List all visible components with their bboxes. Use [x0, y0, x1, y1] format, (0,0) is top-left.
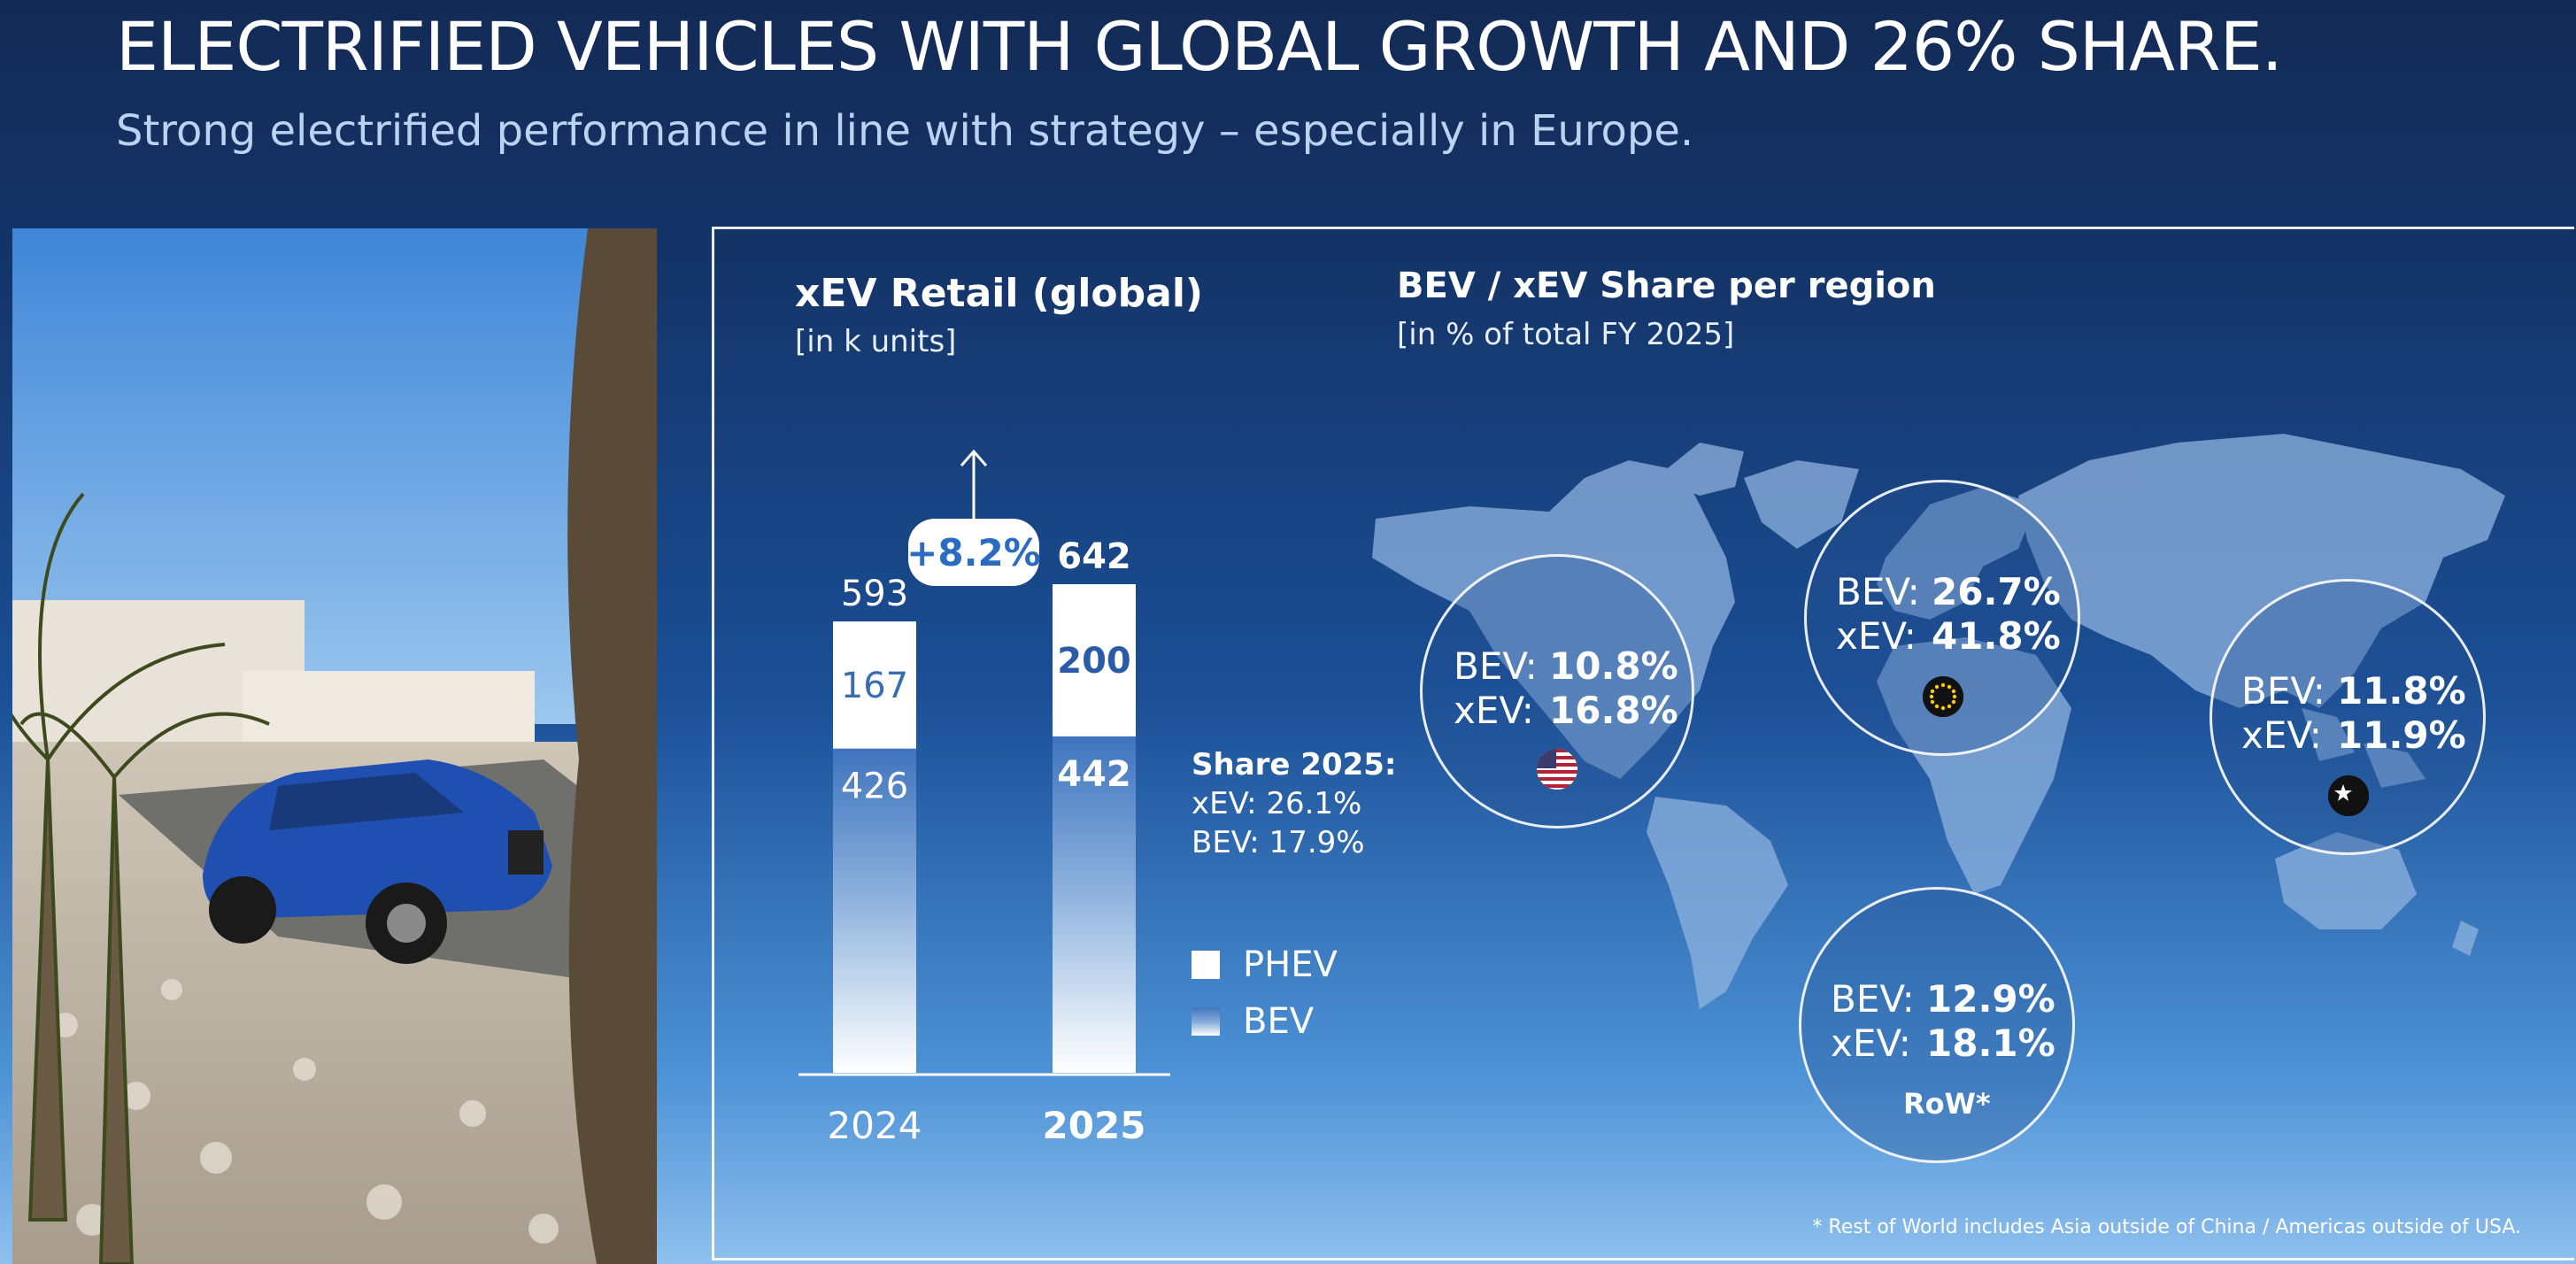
page-title: ELECTRIFIED VEHICLES WITH GLOBAL GROWTH …	[116, 7, 2283, 86]
row-region-label: RoW*	[1903, 1087, 1991, 1121]
europe-bev-value: 26.7%	[1932, 570, 2061, 613]
x-tick-2025: 2025	[1043, 1104, 1146, 1147]
region-europe-values: BEV: 26.7% xEV: 41.8%	[1836, 570, 2061, 659]
label-phev-2025: 200	[1057, 641, 1131, 682]
label-phev-2024: 167	[841, 666, 908, 706]
region-bubble-row	[1799, 887, 2075, 1163]
growth-arrow-head	[960, 449, 988, 466]
usa-bev-label: BEV:	[1454, 644, 1538, 688]
china-xev-label: xEV:	[2241, 713, 2322, 757]
row-bev-value: 12.9%	[1926, 977, 2055, 1021]
legend-swatch-phev	[1192, 951, 1220, 979]
row-bev-label: BEV:	[1831, 977, 1915, 1021]
label-bev-2025: 442	[1057, 754, 1131, 795]
map-unit: [in % of total FY 2025]	[1397, 317, 1735, 352]
label-total-2024: 593	[841, 574, 908, 614]
usa-bev-value: 10.8%	[1549, 644, 1678, 688]
usa-xev-label: xEV:	[1454, 689, 1534, 732]
china-flag-icon	[2328, 775, 2369, 816]
legend-item-bev: BEV	[1192, 993, 1338, 1050]
share-bev: BEV: 17.9%	[1192, 825, 1365, 860]
usa-flag-icon	[1537, 749, 1577, 790]
china-bev-label: BEV:	[2241, 669, 2325, 713]
row-xev-value: 18.1%	[1926, 1021, 2055, 1065]
china-xev-value: 11.9%	[2337, 713, 2466, 757]
region-china-values: BEV: 11.8% xEV: 11.9%	[2241, 669, 2466, 758]
europe-xev-label: xEV:	[1836, 614, 1917, 658]
legend-label-bev: BEV	[1243, 1001, 1315, 1042]
bar-phev-2025	[1053, 584, 1136, 736]
chart-title: xEV Retail (global)	[795, 271, 1204, 316]
europe-bev-label: BEV:	[1836, 570, 1920, 613]
share-2025: Share 2025: xEV: 26.1% BEV: 17.9%	[1192, 745, 1397, 862]
legend-item-phev: PHEV	[1192, 936, 1338, 993]
chart-legend: PHEV BEV	[1192, 936, 1338, 1050]
growth-pill: +8.2%	[906, 519, 1041, 586]
bar-phev-2024	[833, 621, 916, 749]
legend-swatch-bev	[1192, 1007, 1220, 1036]
row-xev-label: xEV:	[1831, 1021, 1911, 1065]
bar-bev-2024	[833, 748, 916, 1073]
x-tick-2024: 2024	[828, 1104, 922, 1147]
share-xev: xEV: 26.1%	[1192, 786, 1362, 821]
region-usa-values: BEV: 10.8% xEV: 16.8%	[1454, 644, 1678, 733]
car-photo	[12, 228, 657, 1264]
eu-flag-icon	[1923, 676, 1963, 717]
china-bev-value: 11.8%	[2337, 669, 2466, 713]
legend-label-phev: PHEV	[1243, 944, 1338, 985]
label-bev-2024: 426	[841, 767, 908, 807]
bar-bev-2025	[1053, 736, 1136, 1073]
label-total-2025: 642	[1057, 536, 1131, 577]
europe-xev-value: 41.8%	[1932, 614, 2061, 658]
map-title: BEV / xEV Share per region	[1397, 266, 1936, 306]
share-heading: Share 2025:	[1192, 747, 1397, 782]
usa-xev-value: 16.8%	[1549, 689, 1678, 732]
region-row-values: BEV: 12.9% xEV: 18.1%	[1831, 977, 2055, 1066]
chart-unit: [in k units]	[795, 324, 957, 359]
chart-panel	[712, 227, 2574, 1260]
page-subtitle: Strong electrified performance in line w…	[116, 106, 1694, 156]
footnote: * Rest of World includes Asia outside of…	[1812, 1216, 2521, 1238]
